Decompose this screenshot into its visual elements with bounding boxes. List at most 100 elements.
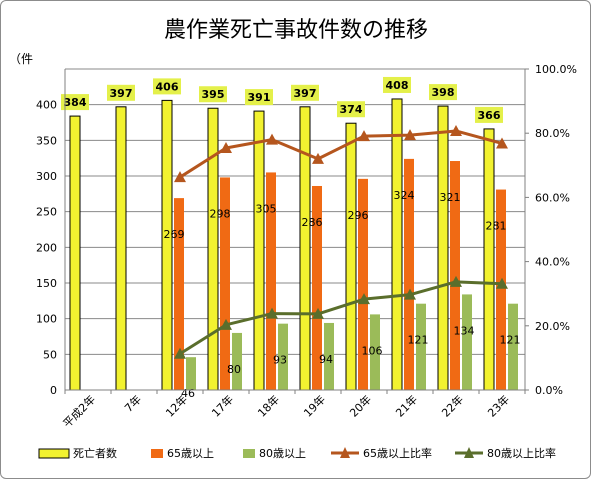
bar-死亡者数 xyxy=(207,107,219,391)
label-layer: 384 397 406 395 391 397 374 408 398 366 269 298 305 2… xyxy=(61,76,521,400)
legend-item: 80歳以上比率 xyxy=(455,446,556,460)
marker-65歳以上比率 xyxy=(496,137,508,149)
data-label-80: 94 xyxy=(319,353,333,366)
bar-死亡者数 xyxy=(253,110,265,391)
bar-80歳以上 xyxy=(508,303,518,390)
bar-死亡者数 xyxy=(391,98,403,391)
data-label-65: 296 xyxy=(348,209,369,222)
legend-swatch xyxy=(38,448,70,459)
legend-swatch-marker xyxy=(340,447,350,458)
line-80歳以上比率 xyxy=(179,280,503,355)
marker-80歳以上比率 xyxy=(450,275,462,287)
bar-死亡者数 xyxy=(161,99,173,391)
y2-tick-label: 0.0% xyxy=(535,384,563,397)
legend-label: 80歳以上比率 xyxy=(487,446,556,460)
bar-80歳以上 xyxy=(324,322,334,390)
marker-65歳以上比率 xyxy=(220,141,232,153)
data-label-bg xyxy=(383,76,411,93)
legend-swatch-marker xyxy=(464,447,474,458)
y2-tick-label: 100.0% xyxy=(535,63,577,76)
marker-80歳以上比率 xyxy=(266,307,278,319)
bar-死亡者数 xyxy=(483,128,495,391)
x-tick-label: 17年 xyxy=(209,392,237,420)
x-tick-label: 平成2年 xyxy=(60,392,98,430)
data-label-65: 286 xyxy=(302,216,323,229)
legend-label: 80歳以上 xyxy=(259,447,306,460)
data-label-80: 134 xyxy=(454,324,475,337)
data-label-80: 93 xyxy=(273,354,287,367)
marker-65歳以上比率 xyxy=(312,152,324,164)
y-tick-label: 50 xyxy=(43,348,57,361)
data-label-total: 408 xyxy=(386,79,409,92)
marker-80歳以上比率 xyxy=(358,293,370,305)
x-tick-label: 23年 xyxy=(485,392,513,420)
legend-item: 80歳以上 xyxy=(243,447,306,460)
y-tick-label: 350 xyxy=(36,134,57,147)
data-label-80: 80 xyxy=(227,363,241,376)
x-tick-label: 19年 xyxy=(301,392,329,420)
legend: 死亡者数 65歳以上 80歳以上 65歳以上比率 80歳以上比率 xyxy=(38,446,556,460)
data-label-65: 324 xyxy=(394,189,415,202)
data-label-total: 406 xyxy=(156,80,179,93)
data-label-65: 298 xyxy=(210,207,231,220)
bar-80歳以上 xyxy=(462,294,472,390)
marker-65歳以上比率 xyxy=(174,171,186,183)
data-label-65: 305 xyxy=(256,202,277,215)
marker-80歳以上比率 xyxy=(312,307,324,319)
bar-死亡者数 xyxy=(69,115,81,391)
data-label-65: 281 xyxy=(486,220,507,233)
data-label-80: 106 xyxy=(362,344,383,357)
legend-swatch xyxy=(243,449,255,458)
data-label-total: 397 xyxy=(294,87,317,100)
y-tick-label: 400 xyxy=(36,99,57,112)
data-label-bg xyxy=(199,86,227,103)
bar-65歳以上 xyxy=(174,198,184,390)
marker-80歳以上比率 xyxy=(496,277,508,289)
data-label-bg xyxy=(291,84,319,101)
y-tick-label: 0 xyxy=(50,384,57,397)
marker-80歳以上比率 xyxy=(220,318,232,330)
bar-65歳以上 xyxy=(266,172,276,390)
bar-死亡者数 xyxy=(115,106,127,391)
bar-80歳以上 xyxy=(278,323,288,390)
line-layer xyxy=(174,124,508,359)
y-axis-unit: （件 xyxy=(9,52,33,66)
data-label-total: 391 xyxy=(248,91,271,104)
bar-死亡者数 xyxy=(345,122,357,391)
data-label-bg xyxy=(61,94,89,111)
y-tick-label: 100 xyxy=(36,313,57,326)
bar-65歳以上 xyxy=(312,185,322,390)
x-tick-label: 22年 xyxy=(439,392,467,420)
legend-label: 65歳以上比率 xyxy=(363,446,432,460)
data-label-bg xyxy=(107,84,135,101)
marker-65歳以上比率 xyxy=(358,130,370,142)
bar-80歳以上 xyxy=(232,332,242,390)
data-label-total: 384 xyxy=(64,96,87,109)
y-tick-label: 200 xyxy=(36,241,57,254)
data-label-total: 395 xyxy=(202,88,225,101)
data-label-total: 366 xyxy=(478,109,501,122)
bar-80歳以上 xyxy=(370,314,380,390)
data-label-total: 397 xyxy=(110,87,133,100)
line-65歳以上比率 xyxy=(179,129,503,179)
marker-65歳以上比率 xyxy=(266,133,278,145)
marker-65歳以上比率 xyxy=(450,124,462,136)
marker-65歳以上比率 xyxy=(404,129,416,141)
marker-80歳以上比率 xyxy=(404,288,416,300)
data-label-bg xyxy=(429,84,457,101)
bar-80歳以上 xyxy=(186,357,196,390)
data-label-bg xyxy=(337,101,365,118)
data-label-bg xyxy=(245,89,273,106)
data-label-bg xyxy=(153,78,181,95)
y2-tick-label: 60.0% xyxy=(535,191,570,204)
y-tick-label: 300 xyxy=(36,170,57,183)
x-tick-label: 21年 xyxy=(393,392,421,420)
bar-65歳以上 xyxy=(404,158,414,390)
legend-label: 65歳以上 xyxy=(167,447,214,460)
bar-65歳以上 xyxy=(496,189,506,390)
data-label-65: 321 xyxy=(440,191,461,204)
x-tick-label: 18年 xyxy=(255,392,283,420)
legend-swatch xyxy=(151,449,163,458)
data-label-80: 121 xyxy=(500,334,521,347)
